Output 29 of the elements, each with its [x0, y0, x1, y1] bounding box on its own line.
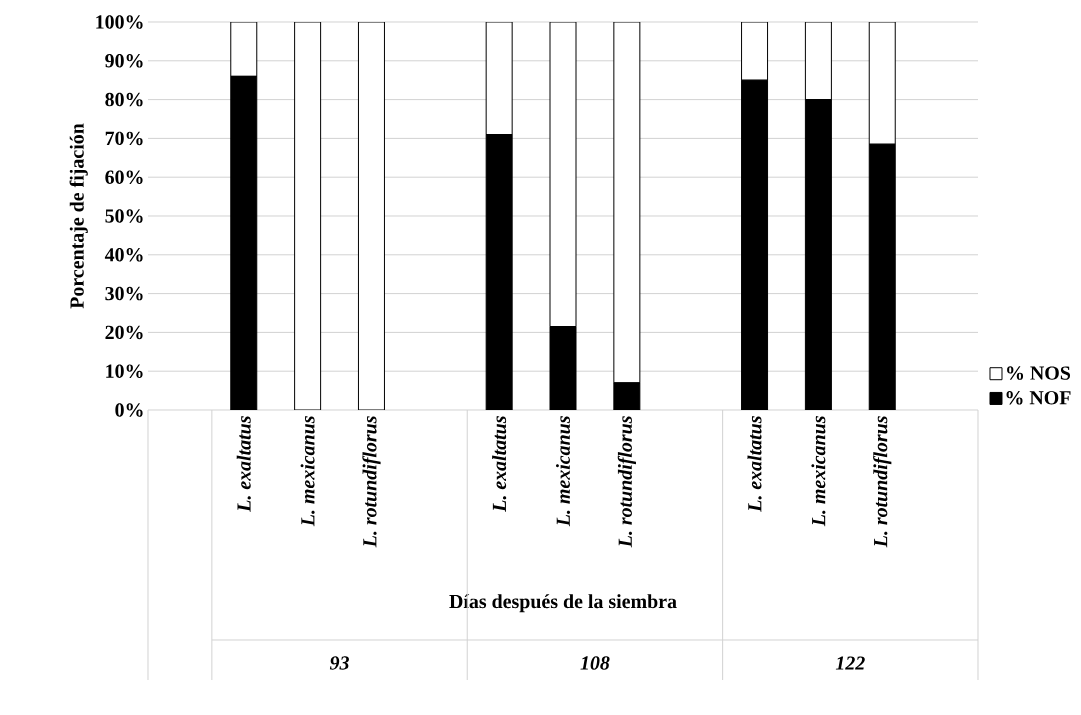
x-tick-label: L. exaltatus: [236, 416, 251, 512]
x-tick-label: L. rotundiflorus: [873, 416, 892, 548]
y-tick-label: 0%: [115, 403, 143, 417]
x-axis-title: Días después de la siembra: [449, 594, 677, 613]
y-tick-label: 80%: [105, 92, 143, 107]
x-tick-label: L. mexicanus: [811, 416, 826, 527]
y-tick-label: 70%: [105, 131, 143, 146]
y-tick-label: 90%: [105, 54, 143, 68]
x-tick-label: L. rotundiflorus: [617, 416, 636, 548]
x-tick-label: L. mexicanus: [555, 416, 571, 527]
y-tick-label: 50%: [105, 209, 143, 223]
y-axis-title: Porcentaje de fijación: [69, 123, 88, 309]
y-tick-label: 100%: [96, 15, 143, 29]
x-tick-label: L. exaltatus: [492, 416, 507, 512]
y-tick-label: 60%: [105, 170, 143, 184]
y-tick-label: 40%: [104, 248, 143, 262]
text: 108: [580, 656, 610, 670]
legend-label: % NOS: [1007, 366, 1071, 380]
y-tick-label: 10%: [106, 364, 143, 378]
y-tick-label: 30%: [105, 286, 143, 301]
x-tick-label: L. rotundiflorus: [362, 416, 381, 548]
bar: [294, 21, 322, 410]
text: 122: [835, 656, 865, 670]
bar: [357, 21, 385, 410]
text: 93: [329, 656, 349, 670]
y-tick-label: 20%: [105, 325, 143, 340]
x-tick-label: L. mexicanus: [300, 416, 315, 527]
legend-label: % NOF: [1006, 391, 1071, 405]
x-tick-label: L. exaltatus: [747, 416, 762, 512]
